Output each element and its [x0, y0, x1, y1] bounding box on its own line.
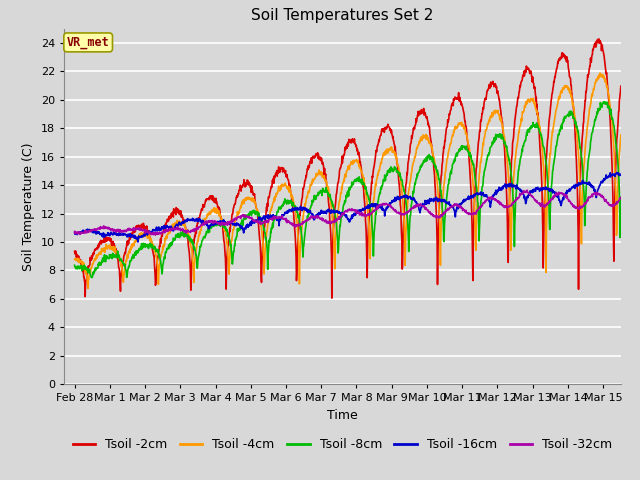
Title: Soil Temperatures Set 2: Soil Temperatures Set 2	[252, 9, 433, 24]
Legend: Tsoil -2cm, Tsoil -4cm, Tsoil -8cm, Tsoil -16cm, Tsoil -32cm: Tsoil -2cm, Tsoil -4cm, Tsoil -8cm, Tsoi…	[68, 433, 617, 456]
Y-axis label: Soil Temperature (C): Soil Temperature (C)	[22, 142, 35, 271]
X-axis label: Time: Time	[327, 408, 358, 421]
Text: VR_met: VR_met	[67, 36, 109, 49]
